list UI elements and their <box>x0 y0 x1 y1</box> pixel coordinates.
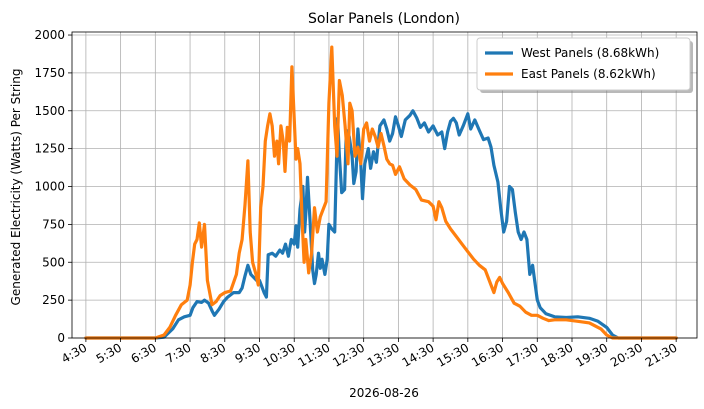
y-tick-label: 1750 <box>34 66 65 80</box>
x-tick-label: 16:30 <box>469 340 506 369</box>
x-tick-label: 7:30 <box>163 340 193 366</box>
legend: West Panels (8.68kWh) East Panels (8.62kW… <box>476 37 693 93</box>
chart-title: Solar Panels (London) <box>308 11 460 27</box>
plot-frame <box>71 31 698 339</box>
y-tick-label: 250 <box>42 293 65 307</box>
y-tick-label: 1250 <box>34 142 65 156</box>
x-tick-label: 15:30 <box>434 340 471 369</box>
x-tick-label: 19:30 <box>573 340 610 369</box>
series-line-east <box>84 45 678 340</box>
y-axis-label: Generated Electricity (Watts) Per String <box>9 69 23 306</box>
series-line-west <box>84 109 678 340</box>
y-axis: 0 250 500 750 1000 1250 1500 1750 2000 <box>34 28 72 345</box>
x-tick-label: 8:30 <box>198 340 228 366</box>
x-tick-label: 13:30 <box>365 340 402 369</box>
y-tick-label: 500 <box>42 255 65 269</box>
x-tick-label: 20:30 <box>608 340 645 369</box>
legend-entry: East Panels (8.62kWh) <box>521 67 656 81</box>
x-tick-label: 10:30 <box>261 340 298 369</box>
y-tick-label: 0 <box>57 331 65 345</box>
legend-box <box>476 37 691 91</box>
x-tick-label: 6:30 <box>128 340 158 366</box>
y-tick-label: 2000 <box>34 28 65 42</box>
x-tick-label: 18:30 <box>539 340 576 369</box>
x-axis: 4:30 5:30 6:30 7:30 8:30 9:3010:3011:3012:301… <box>59 338 680 370</box>
x-tick-label: 14:30 <box>400 340 437 369</box>
x-tick-label: 12:30 <box>330 340 367 369</box>
y-tick-label: 1500 <box>34 104 65 118</box>
series-layer <box>84 45 678 340</box>
x-tick-label: 9:30 <box>233 340 263 366</box>
legend-entry: West Panels (8.68kWh) <box>521 46 659 60</box>
y-tick-label: 1000 <box>34 180 65 194</box>
y-tick-label: 750 <box>42 217 65 231</box>
x-tick-label: 11:30 <box>295 340 332 369</box>
x-tick-label: 21:30 <box>643 340 680 369</box>
x-axis-label: 2026-08-26 <box>349 386 419 400</box>
grid <box>72 32 697 339</box>
x-tick-label: 17:30 <box>504 340 541 369</box>
x-tick-label: 5:30 <box>94 340 124 366</box>
